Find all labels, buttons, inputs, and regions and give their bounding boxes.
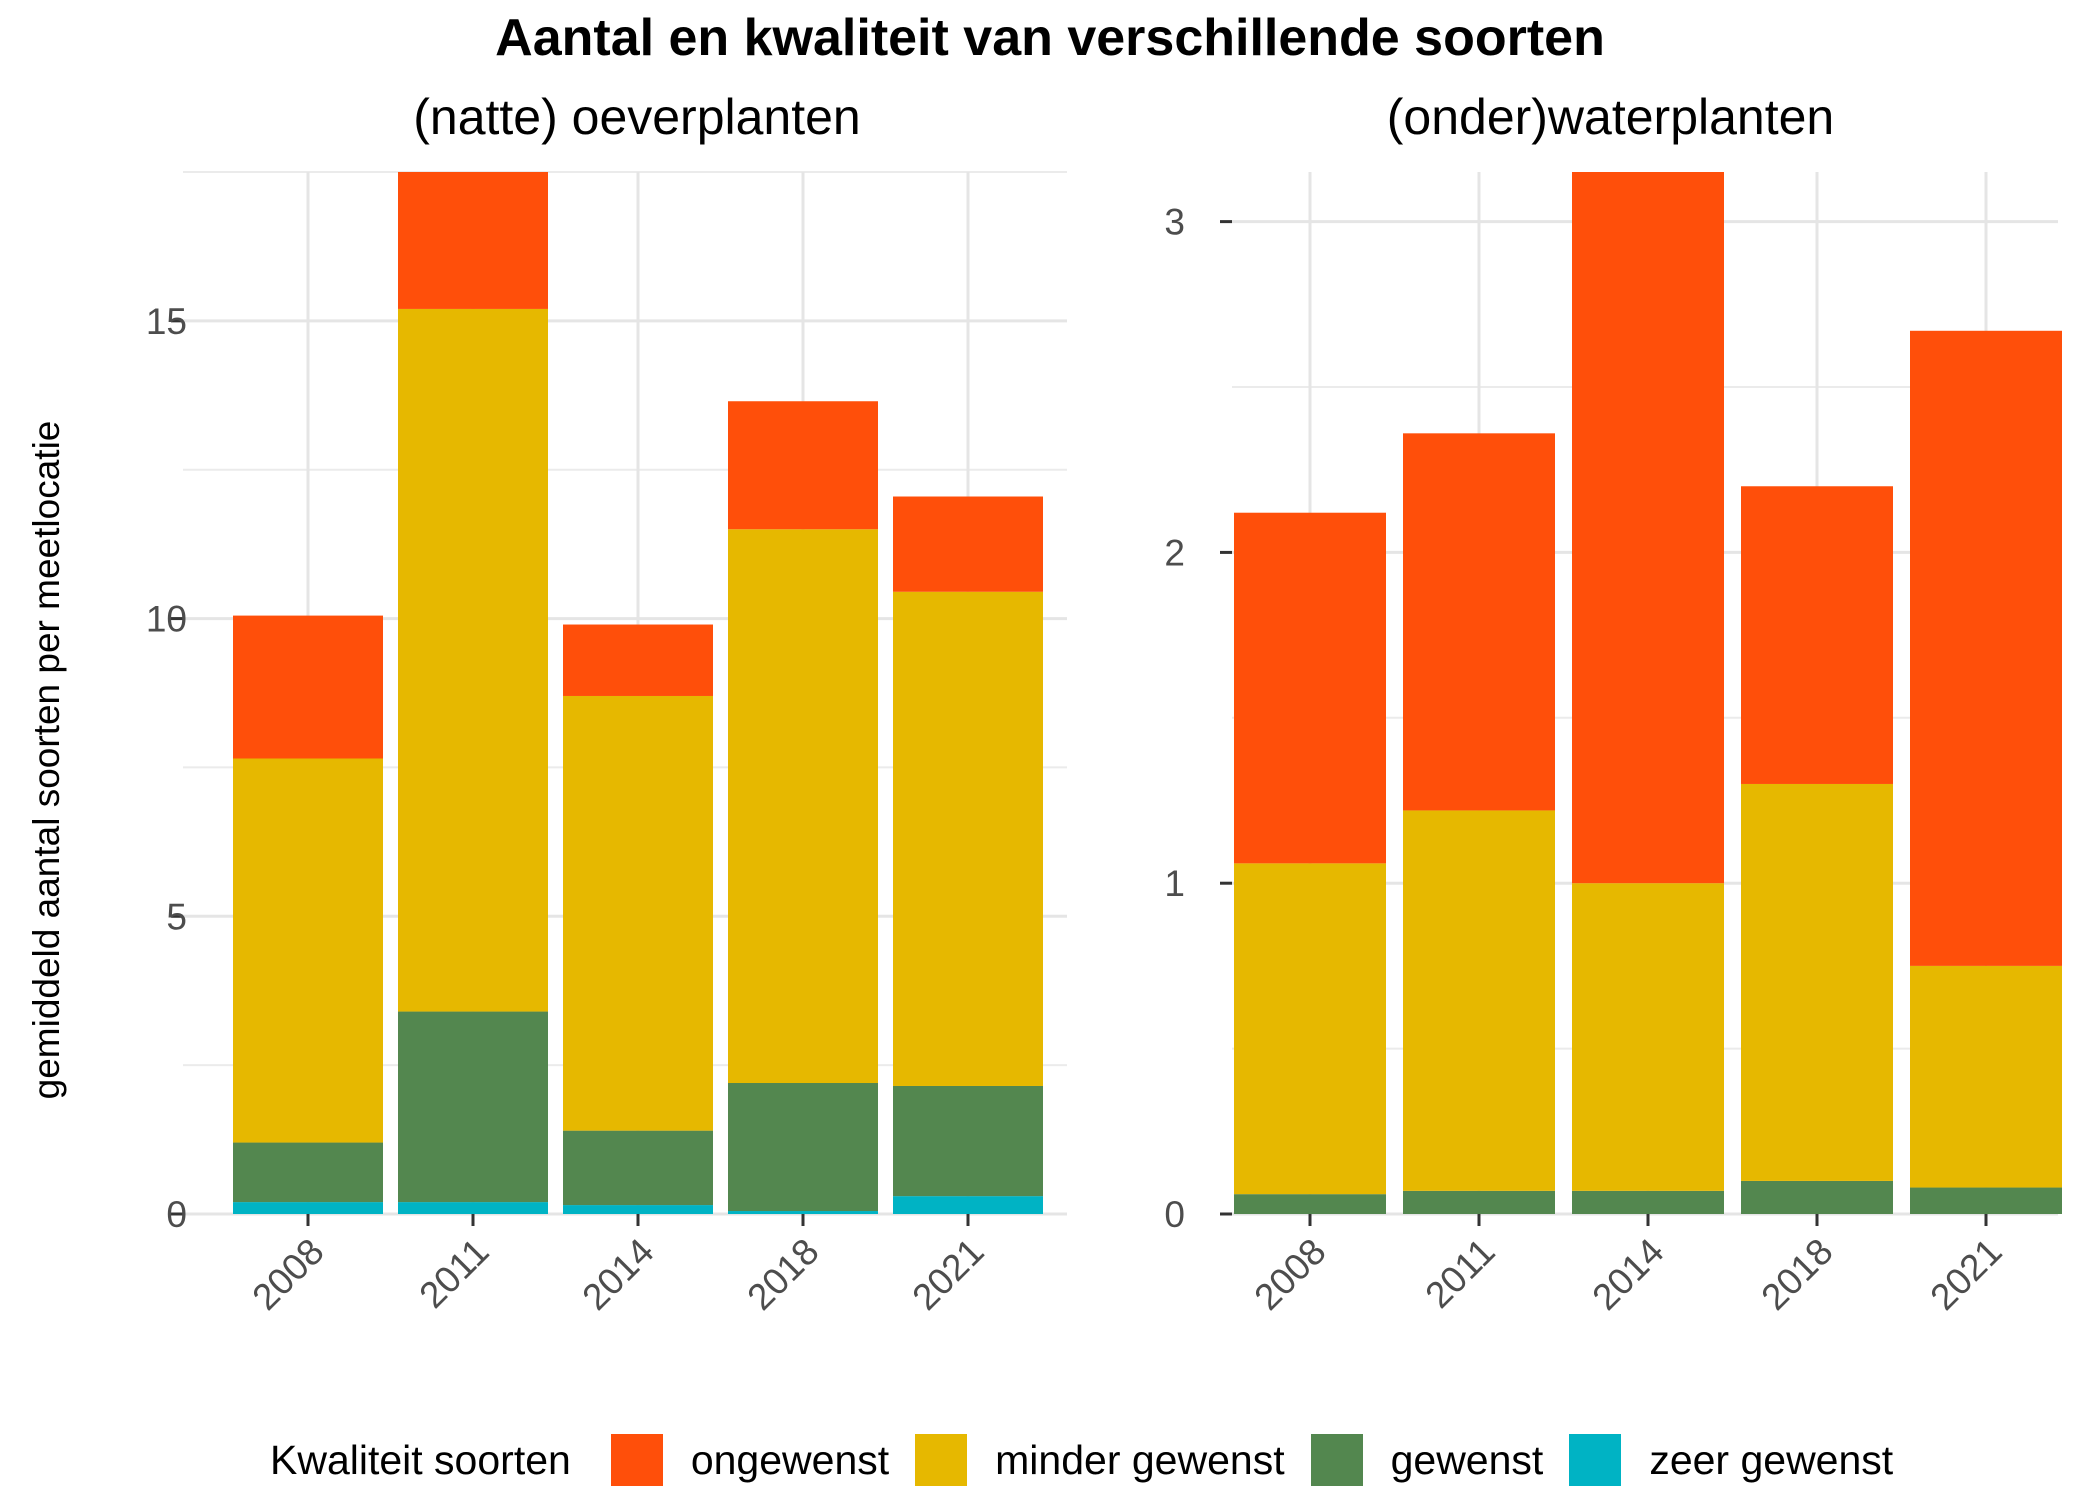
- legend-title: Kwaliteit soorten: [270, 1436, 571, 1483]
- bar-minder-gewenst-2018: [728, 529, 878, 1084]
- y-tick-label: 5: [166, 896, 187, 937]
- bar-ongewenst-2021: [1910, 330, 2062, 966]
- legend-swatch-gewenst: [1310, 1434, 1363, 1486]
- bar-minder-gewenst-2014: [1572, 883, 1724, 1191]
- bar-gewenst-2011: [1403, 1190, 1555, 1214]
- y-tick-label: 2: [1164, 532, 1185, 573]
- legend-swatch-zeer-gewenst: [1569, 1434, 1622, 1486]
- x-tick-label: 2021: [904, 1231, 991, 1318]
- panel-title-oeverplanten: (natte) oeverplanten: [413, 89, 861, 145]
- bar-ongewenst-2011: [1403, 433, 1555, 811]
- legend-swatch-ongewenst: [610, 1434, 663, 1486]
- x-tick-label: 2014: [1584, 1231, 1671, 1318]
- legend-label-ongewenst: ongewenst: [690, 1436, 890, 1483]
- x-tick-label: 2008: [244, 1231, 331, 1318]
- bar-zeer-gewenst-2008: [233, 1202, 383, 1214]
- bar-minder-gewenst-2018: [1741, 783, 1893, 1181]
- legend-label-zeer-gewenst: zeer gewenst: [1649, 1436, 1894, 1483]
- bar-ongewenst-2014: [563, 624, 713, 696]
- y-tick-label: 0: [166, 1194, 187, 1235]
- bar-zeer-gewenst-2011: [398, 1202, 548, 1214]
- panel-title-waterplanten: (onder)waterplanten: [1386, 89, 1835, 145]
- bar-ongewenst-2014: [1572, 172, 1724, 884]
- bar-ongewenst-2018: [1741, 486, 1893, 784]
- bar-gewenst-2021: [1910, 1187, 2062, 1214]
- bar-ongewenst-2021: [893, 496, 1043, 592]
- legend-swatch-minder-gewenst: [915, 1434, 968, 1486]
- y-tick-label: 3: [1164, 202, 1185, 243]
- bar-zeer-gewenst-2021: [893, 1196, 1043, 1214]
- bar-ongewenst-2008: [233, 615, 383, 759]
- bar-minder-gewenst-2021: [1910, 965, 2062, 1188]
- y-tick-label: 15: [146, 301, 187, 342]
- bar-ongewenst-2018: [728, 401, 878, 530]
- bar-gewenst-2018: [1741, 1180, 1893, 1214]
- bar-minder-gewenst-2011: [398, 308, 548, 1012]
- legend-item-gewenst: gewenst: [1310, 1434, 1544, 1486]
- y-tick-label: 0: [1164, 1194, 1185, 1235]
- bar-minder-gewenst-2008: [1234, 863, 1386, 1195]
- bar-zeer-gewenst-2018: [728, 1211, 878, 1214]
- bar-gewenst-2014: [563, 1130, 713, 1206]
- bar-ongewenst-2011: [398, 172, 548, 309]
- legend-item-ongewenst: ongewenst: [610, 1434, 890, 1486]
- x-tick-label: 2014: [574, 1231, 661, 1318]
- y-tick-label: 1: [1164, 863, 1185, 904]
- panel-oeverplanten: 0 5 10 15 2008 2011 2014 2018 2021: [146, 171, 1067, 1318]
- legend: Kwaliteit soorten ongewenst minder gewen…: [270, 1430, 1919, 1490]
- legend-label-minder-gewenst: minder gewenst: [995, 1436, 1285, 1483]
- legend-label-gewenst: gewenst: [1390, 1436, 1544, 1483]
- x-tick-label: 2021: [1922, 1231, 2009, 1318]
- chart-title: Aantal en kwaliteit van verschillende so…: [495, 9, 1605, 67]
- y-tick-label: 10: [146, 599, 187, 640]
- x-tick-label: 2018: [1753, 1231, 1840, 1318]
- bar-minder-gewenst-2021: [893, 591, 1043, 1086]
- panel-waterplanten: 0 1 2 3 2008 2011 2014 2018 2021: [1164, 172, 2062, 1318]
- bar-gewenst-2014: [1572, 1190, 1724, 1214]
- bar-minder-gewenst-2008: [233, 758, 383, 1143]
- bar-zeer-gewenst-2014: [563, 1205, 713, 1214]
- x-tick-label: 2018: [739, 1231, 826, 1318]
- bar-minder-gewenst-2011: [1403, 810, 1555, 1191]
- legend-item-zeer-gewenst: zeer gewenst: [1569, 1434, 1893, 1486]
- bar-gewenst-2008: [233, 1142, 383, 1203]
- bar-minder-gewenst-2014: [563, 695, 713, 1131]
- bar-gewenst-2021: [893, 1085, 1043, 1197]
- x-tick-label: 2011: [1417, 1231, 1502, 1316]
- legend-item-minder-gewenst: minder gewenst: [915, 1434, 1285, 1486]
- x-tick-label: 2011: [411, 1231, 496, 1316]
- bar-gewenst-2018: [728, 1083, 878, 1212]
- bar-gewenst-2011: [398, 1011, 548, 1203]
- x-tick-label: 2008: [1246, 1231, 1333, 1318]
- bar-ongewenst-2008: [1234, 512, 1386, 864]
- bar-gewenst-2008: [1234, 1194, 1386, 1214]
